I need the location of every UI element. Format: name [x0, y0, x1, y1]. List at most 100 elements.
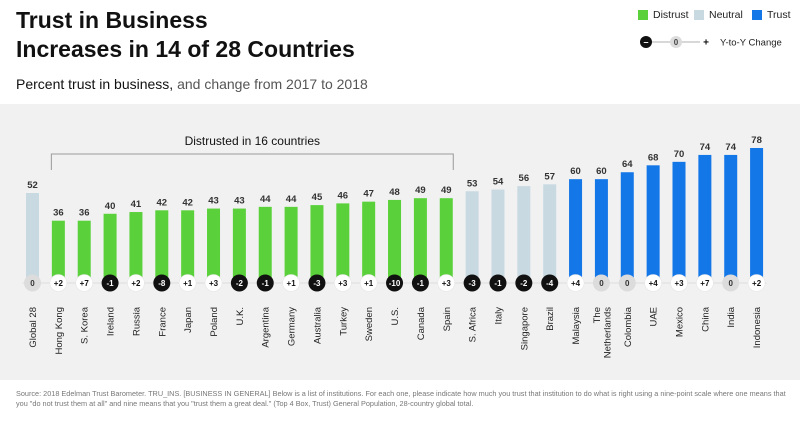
value-label-s-africa: 53 — [467, 178, 478, 189]
bar-italy — [491, 189, 505, 283]
yoy-label-s-korea: +7 — [80, 279, 90, 288]
category-label-germany: Germany — [287, 307, 298, 346]
category-label-colombia: Colombia — [623, 306, 634, 347]
value-label-brazil: 57 — [544, 171, 555, 182]
yoy-bubble-france — [153, 274, 171, 292]
yoy-label-ireland: -1 — [107, 279, 115, 288]
yoy-legend-zero-bubble — [670, 36, 682, 48]
yoy-label-russia: +2 — [131, 279, 141, 288]
yoy-bubble-italy — [489, 274, 507, 292]
bar-china — [698, 154, 712, 283]
yoy-bubble-ireland — [101, 274, 119, 292]
bar-malaysia — [569, 179, 583, 283]
yoy-bubble-singapore — [515, 274, 533, 292]
chart-subtitle: Percent trust in business, and change fr… — [16, 76, 368, 92]
value-label-india: 74 — [725, 142, 736, 153]
value-label-germany: 44 — [286, 194, 297, 205]
yoy-label-u-k: -2 — [236, 279, 244, 288]
bar-hong-kong — [51, 220, 65, 283]
yoy-bubble-global-28 — [24, 274, 41, 292]
yoy-label-china: +7 — [700, 279, 710, 288]
yoy-bubble-malaysia — [566, 274, 585, 292]
value-label-global-28: 52 — [27, 180, 38, 191]
bars-group: 52 0 Global 28 36 +2 Hong Kong 36 +7 S. Korea 40 -… — [22, 135, 767, 358]
yoy-bubble-colombia — [618, 274, 636, 292]
yoy-bubble-argentina — [256, 274, 274, 292]
category-label-france: France — [157, 307, 168, 337]
yoy-bubble-s-africa — [463, 274, 481, 292]
value-label-s-korea: 36 — [79, 208, 90, 219]
yoy-label-germany: +1 — [287, 279, 297, 288]
yoy-legend: – 0 + Y-to-Y Change — [640, 36, 782, 49]
yoy-label-france: -8 — [158, 279, 166, 288]
value-label-indonesia: 78 — [751, 135, 762, 146]
value-label-canada: 49 — [415, 185, 426, 196]
category-label-sweden: Sweden — [364, 307, 375, 341]
bar-germany — [284, 206, 298, 283]
category-label-singapore: Singapore — [519, 307, 530, 350]
category-label-line: The — [592, 307, 603, 323]
category-label-malaysia: Malaysia — [571, 306, 582, 344]
yoy-bubble-mexico — [670, 274, 688, 292]
value-label-colombia: 64 — [622, 159, 633, 170]
distrust-bracket-line — [50, 153, 454, 170]
yoy-bubble-australia — [308, 274, 326, 292]
value-label-uae: 68 — [648, 152, 659, 163]
bar-brazil — [543, 184, 557, 283]
title-line-2: Increases in 14 of 28 Countries — [16, 36, 355, 62]
yoy-bubble-u-s — [386, 274, 404, 292]
chart-panel: Distrusted in 16 countries 52 0 Global 28 3… — [0, 104, 800, 380]
yoy-bubble-japan — [178, 274, 197, 292]
category-label-japan: Japan — [183, 307, 194, 333]
bar-japan — [181, 210, 195, 283]
legend-neutral-swatch — [694, 10, 704, 20]
yoy-label-mexico: +3 — [674, 279, 684, 288]
category-label-india: India — [726, 306, 737, 327]
yoy-label-u-s: -10 — [389, 279, 401, 288]
yoy-label-argentina: -1 — [262, 279, 270, 288]
yoy-legend-minus-bubble — [640, 36, 652, 48]
yoy-bubble-uae — [644, 274, 662, 292]
yoy-bubble-china — [696, 274, 714, 292]
yoy-label-spain: +3 — [442, 279, 452, 288]
bar-russia — [129, 212, 143, 283]
yoy-label-indonesia: +2 — [752, 279, 762, 288]
chart-title: Trust in Business Increases in 14 of 28 … — [16, 6, 355, 64]
bar-sweden — [362, 201, 376, 283]
legend-trust-label: Trust — [767, 9, 791, 21]
yoy-legend-plus-text: + — [703, 38, 709, 49]
value-label-malaysia: 60 — [570, 166, 581, 177]
yoy-bubble-germany — [282, 274, 300, 292]
yoy-label-singapore: -2 — [520, 279, 528, 288]
value-label-the-netherlands: 60 — [596, 166, 607, 177]
bar-singapore — [517, 186, 531, 283]
bar-u-s — [388, 199, 402, 283]
value-label-poland: 43 — [208, 196, 219, 207]
category-label-uae: UAE — [649, 307, 660, 327]
bar-chart: Distrusted in 16 countries 52 0 Global 28 3… — [22, 134, 767, 358]
yoy-label-india: 0 — [728, 279, 733, 288]
yoy-label-italy: -1 — [494, 279, 502, 288]
source-note: Source: 2018 Edelman Trust Barometer. TR… — [16, 389, 786, 408]
yoy-bubble-hong-kong — [49, 274, 68, 292]
bar-colombia — [620, 172, 634, 283]
value-label-ireland: 40 — [105, 201, 116, 212]
yoy-legend-label: Y-to-Y Change — [720, 38, 782, 49]
legend-distrust-swatch — [638, 10, 648, 20]
legend-trust-swatch — [752, 10, 762, 20]
yoy-bubble-s-korea — [75, 274, 94, 292]
value-label-sweden: 47 — [363, 189, 374, 200]
category-label-the-netherlands: TheNetherlands — [592, 307, 614, 358]
bar-the-netherlands — [594, 179, 608, 283]
category-label-italy: Italy — [493, 307, 504, 325]
yoy-label-uae: +4 — [649, 279, 659, 288]
category-label-china: China — [700, 306, 711, 332]
legend-distrust: Distrust — [638, 9, 689, 21]
yoy-bubble-turkey — [334, 274, 352, 292]
category-label-s-africa: S. Africa — [468, 306, 479, 342]
yoy-label-hong-kong: +2 — [54, 279, 64, 288]
bar-india — [724, 154, 738, 283]
bar-poland — [207, 208, 221, 283]
bar-canada — [413, 198, 427, 283]
yoy-bubble-poland — [204, 274, 223, 292]
